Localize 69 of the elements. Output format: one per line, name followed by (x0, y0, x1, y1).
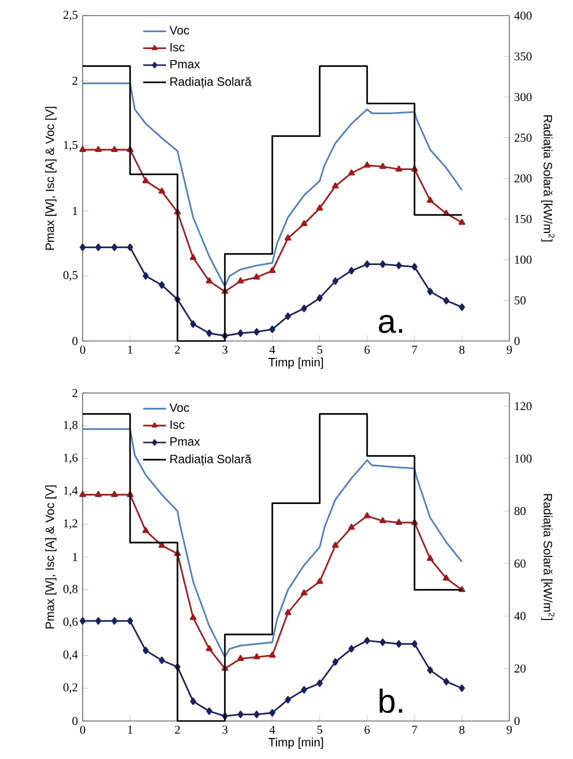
y-tick-label: 2 (72, 76, 78, 85)
y2-tick-label: 200 (514, 174, 532, 182)
x-tick-label: 4 (270, 726, 276, 734)
x-axis-title: Timp [min] (268, 358, 323, 369)
y2-tick-label: 20 (514, 664, 526, 673)
x-tick-label: 0 (80, 346, 86, 354)
y-tick-label: 2,5 (63, 10, 78, 21)
x-tick-label: 6 (364, 346, 370, 354)
y-tick-label: 0,5 (63, 271, 78, 281)
y2-tick-label: 250 (514, 134, 532, 142)
x-tick-label: 4 (270, 346, 276, 354)
x-tick-label: 7 (412, 726, 418, 734)
legend-label: Pmax (170, 60, 200, 68)
x-tick-label: 8 (459, 726, 464, 734)
legend-label: Isc (170, 420, 184, 429)
y2-tick-label: 60 (514, 559, 526, 568)
y2-tick-label: 100 (515, 256, 532, 264)
legend-label: Pmax (170, 437, 200, 446)
y2-tick-label: 0 (514, 716, 520, 726)
annotation: b. (380, 688, 402, 713)
x-tick-label: 9 (506, 726, 512, 734)
y-tick-label: 1,2 (64, 519, 78, 530)
y2-axis-title: Radiația Solară [kW/m$^{2}$] (541, 115, 554, 242)
legend-label: Voc (169, 404, 190, 412)
x-tick-label: 0 (80, 726, 86, 734)
y2-tick-label: 50 (514, 296, 526, 304)
y2-tick-label: 120 (515, 402, 532, 410)
x-tick-label: 2 (175, 346, 180, 354)
x-tick-label: 7 (412, 346, 418, 354)
y-tick-label: 1,8 (64, 420, 78, 431)
y2-tick-label: 100 (515, 454, 532, 463)
y-tick-label: 0 (72, 716, 78, 726)
x-tick-label: 1 (128, 346, 132, 354)
y-axis-title: Pmax [W], Isc [A] & Voc [V] (45, 106, 56, 250)
legend-label: Radiația Solară (170, 76, 252, 88)
y-tick-label: 0,4 (63, 650, 78, 660)
y2-tick-label: 150 (515, 214, 532, 224)
y-tick-label: 0 (72, 336, 78, 346)
x-tick-label: 5 (317, 726, 322, 734)
y-tick-label: 0,2 (63, 683, 78, 694)
legend-label: Voc (169, 26, 190, 35)
y-tick-label: 1,4 (64, 486, 78, 496)
y-tick-label: 2 (72, 389, 78, 397)
y2-axis-title: Radiația Solară [kW/m$^{2}$] (541, 494, 554, 620)
y2-tick-label: 80 (514, 507, 526, 516)
y2-tick-label: 350 (514, 52, 532, 60)
x-axis-title: Timp [min] (268, 738, 323, 749)
x-tick-label: 1 (128, 726, 132, 734)
x-tick-label: 2 (175, 726, 180, 734)
legend-label: Isc (170, 43, 184, 52)
y2-tick-label: 400 (514, 12, 532, 20)
legend-label: Radiația Solară (170, 454, 252, 466)
x-tick-label: 9 (506, 346, 512, 354)
y2-tick-label: 0 (514, 336, 520, 346)
y-tick-label: 1 (73, 206, 78, 215)
y2-tick-label: 40 (514, 612, 526, 620)
x-tick-label: 8 (459, 346, 464, 354)
x-tick-label: 3 (222, 346, 228, 354)
x-tick-label: 6 (364, 726, 370, 734)
y-tick-label: 1 (73, 553, 78, 561)
y2-tick-label: 300 (514, 92, 532, 102)
y-axis-title: Pmax [W], Isc [A] & Voc [V] (45, 485, 56, 628)
x-tick-label: 3 (222, 726, 228, 734)
y-tick-label: 0,8 (63, 584, 78, 595)
y-tick-label: 0,6 (63, 618, 78, 628)
y-tick-label: 1,5 (64, 140, 78, 151)
annotation: a. (378, 314, 402, 334)
x-tick-label: 5 (317, 346, 322, 354)
y-tick-label: 1,6 (64, 454, 78, 464)
